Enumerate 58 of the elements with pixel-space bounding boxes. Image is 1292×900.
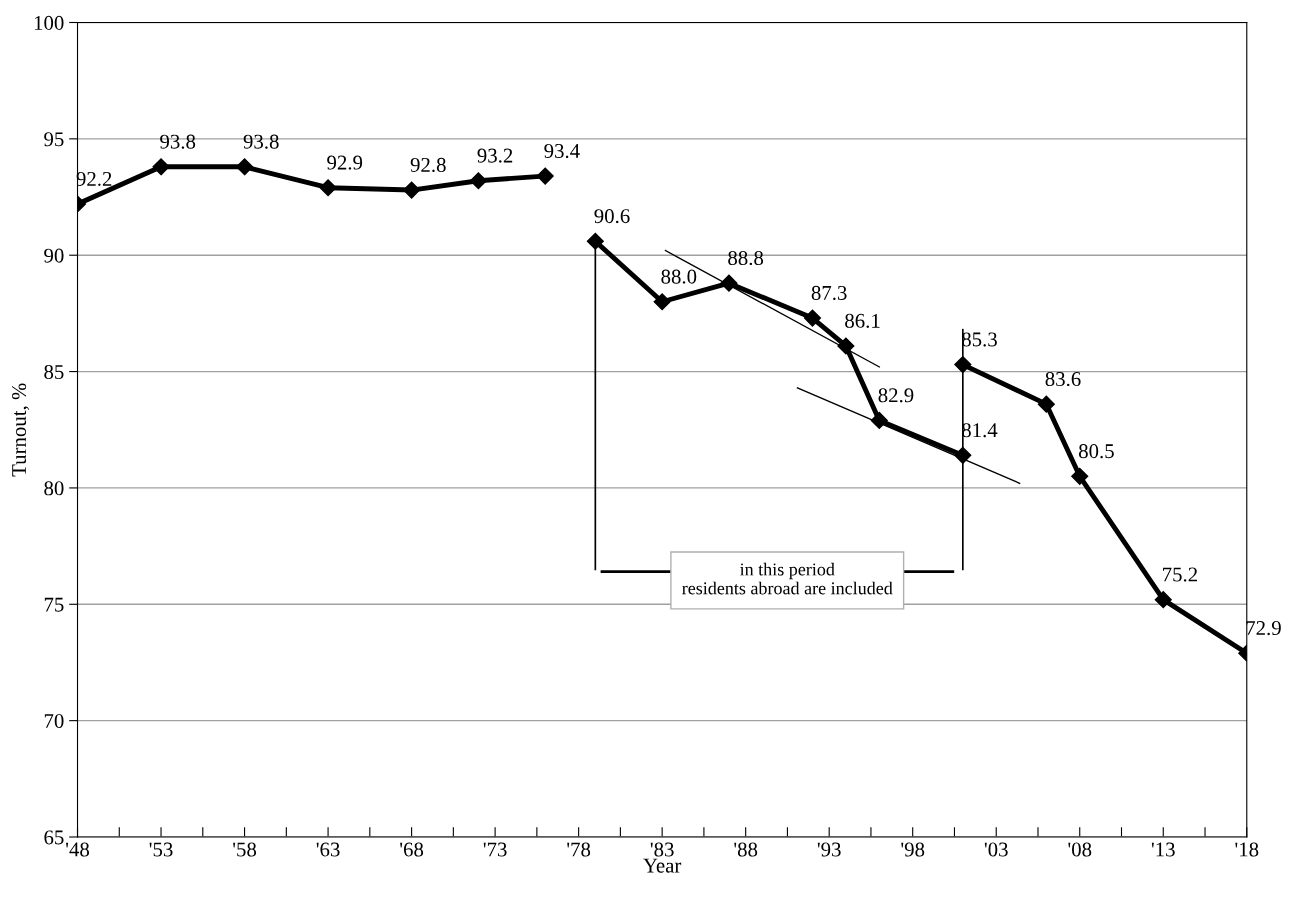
data-label: 92.9 — [327, 155, 363, 170]
point — [403, 181, 421, 199]
data-label: 88.0 — [661, 269, 697, 284]
point — [803, 309, 822, 327]
point — [653, 293, 671, 311]
point — [236, 158, 254, 176]
point — [1154, 591, 1172, 609]
x-tick-label: '83 — [650, 842, 674, 857]
point — [152, 158, 170, 176]
y-axis-title: Turnout, % — [12, 383, 30, 477]
data-label: 88.8 — [728, 250, 764, 266]
data-label: 93.2 — [477, 148, 513, 163]
data-label: 93.8 — [160, 134, 196, 149]
x-tick-label: '48 — [66, 842, 90, 857]
data-label: 93.8 — [243, 134, 279, 149]
x-tick-label: '08 — [1068, 842, 1092, 857]
x-tick-label: '73 — [483, 842, 507, 857]
point — [954, 356, 972, 374]
data-label: 75.2 — [1163, 567, 1198, 582]
x-tick-label: '88 — [734, 842, 758, 857]
point — [1071, 467, 1089, 485]
y-tick-label: 80 — [44, 481, 64, 496]
y-tick-label: 85 — [44, 364, 64, 379]
y-tick-label: 70 — [44, 714, 64, 729]
point — [319, 179, 337, 197]
x-tick-label: '53 — [149, 842, 173, 857]
x-tick-label: '18 — [1235, 842, 1259, 857]
x-tick-label: '63 — [316, 842, 340, 857]
x-axis-title: Year — [643, 858, 682, 873]
y-tick-label: 75 — [44, 597, 64, 612]
annotation: in this period residents abroad are included — [682, 562, 893, 595]
point — [720, 274, 738, 292]
x-tick-label: '03 — [984, 842, 1008, 857]
data-label: 80.5 — [1078, 444, 1114, 459]
data-label: 92.8 — [410, 157, 446, 173]
point — [469, 172, 487, 190]
point — [586, 232, 604, 250]
point — [870, 411, 888, 429]
y-tick-label: 95 — [44, 132, 64, 147]
point — [536, 167, 554, 185]
x-tick-label: '78 — [567, 842, 591, 857]
x-tick-label: '13 — [1151, 842, 1175, 857]
data-label: 83.6 — [1045, 371, 1081, 387]
data-label: 86.1 — [845, 313, 880, 328]
data-label: 93.4 — [544, 143, 580, 159]
y-tick-label: 100 — [34, 15, 64, 30]
data-label: 82.9 — [878, 388, 914, 403]
data-label: 90.6 — [594, 209, 630, 224]
data-label: 87.3 — [811, 285, 847, 301]
x-tick-label: '68 — [400, 842, 424, 857]
point — [837, 337, 855, 355]
x-tick-label: '93 — [817, 842, 841, 857]
point — [954, 446, 972, 464]
x-tick-label: '58 — [233, 842, 257, 857]
y-tick-label: 65 — [44, 830, 64, 845]
point — [1037, 395, 1055, 413]
x-tick-label: '98 — [901, 842, 925, 857]
y-tick-label: 90 — [44, 248, 64, 263]
